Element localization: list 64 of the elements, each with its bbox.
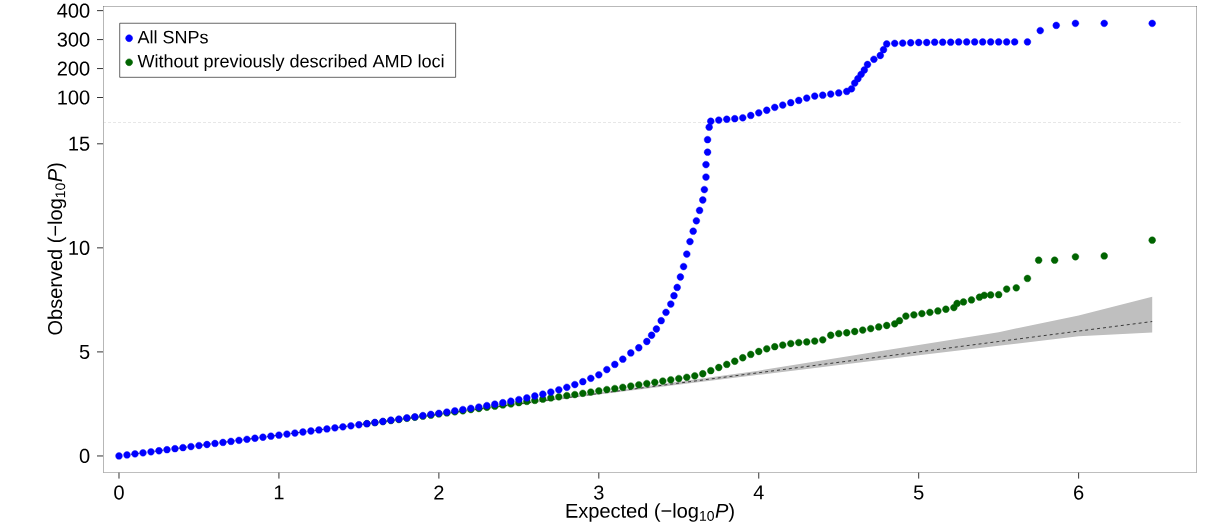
y-axis-title: Observed (−log$_{10}$P) [47, 163, 67, 335]
point [931, 38, 939, 46]
point [755, 109, 763, 117]
point [715, 116, 723, 124]
point [939, 38, 947, 46]
x-tick-label: 2 [434, 485, 444, 500]
y-tick-label: 15 [69, 136, 90, 151]
point [923, 38, 931, 47]
point [723, 115, 731, 123]
point [779, 101, 787, 109]
point [747, 111, 755, 120]
point [995, 38, 1003, 46]
point [987, 38, 995, 46]
point [819, 91, 827, 99]
y-tick-label: 400 [57, 3, 90, 18]
x-tick-label: 0 [114, 485, 124, 500]
y-tick-label: 200 [57, 61, 90, 76]
point [827, 90, 835, 98]
point [1003, 38, 1011, 46]
point [731, 115, 739, 123]
point [971, 38, 979, 46]
point [795, 96, 803, 104]
point [915, 38, 923, 47]
point [1100, 19, 1108, 27]
point [739, 114, 747, 122]
point [787, 99, 795, 107]
x-tick-label: 3 [594, 485, 604, 500]
point [1071, 19, 1080, 27]
y-tick-label: 300 [57, 32, 90, 47]
point [1023, 38, 1032, 46]
x-tick-label: 6 [1074, 485, 1084, 500]
legend-label: All SNPs [137, 30, 208, 44]
point [863, 60, 872, 69]
point [907, 39, 915, 47]
point [876, 51, 884, 60]
point [883, 40, 891, 48]
x-axis-title: Expected (−log$_{10}$P) [566, 503, 734, 522]
x-tick-label: 4 [753, 485, 764, 500]
y-tick-label: 10 [69, 240, 90, 255]
point [763, 106, 771, 114]
y-tick-label: 0 [79, 448, 90, 464]
point [707, 117, 715, 125]
point [860, 66, 868, 74]
point [947, 38, 955, 46]
point [955, 38, 963, 46]
x-tick-label: 1 [274, 485, 284, 500]
point [870, 55, 878, 63]
point [979, 38, 987, 46]
point [1052, 21, 1060, 29]
point [891, 39, 899, 47]
point [811, 92, 819, 100]
point [1011, 38, 1019, 46]
point [835, 89, 843, 97]
y-tick-label: 100 [58, 90, 90, 105]
point [803, 94, 811, 102]
x-tick-label: 5 [913, 485, 924, 500]
point [899, 39, 907, 47]
legend-label: Without previously described AMD loci [137, 54, 444, 72]
point [963, 38, 971, 46]
y-tick-label: 5 [79, 344, 90, 359]
point [1148, 19, 1156, 27]
point [771, 103, 779, 111]
point [1036, 27, 1044, 35]
point [879, 46, 888, 54]
